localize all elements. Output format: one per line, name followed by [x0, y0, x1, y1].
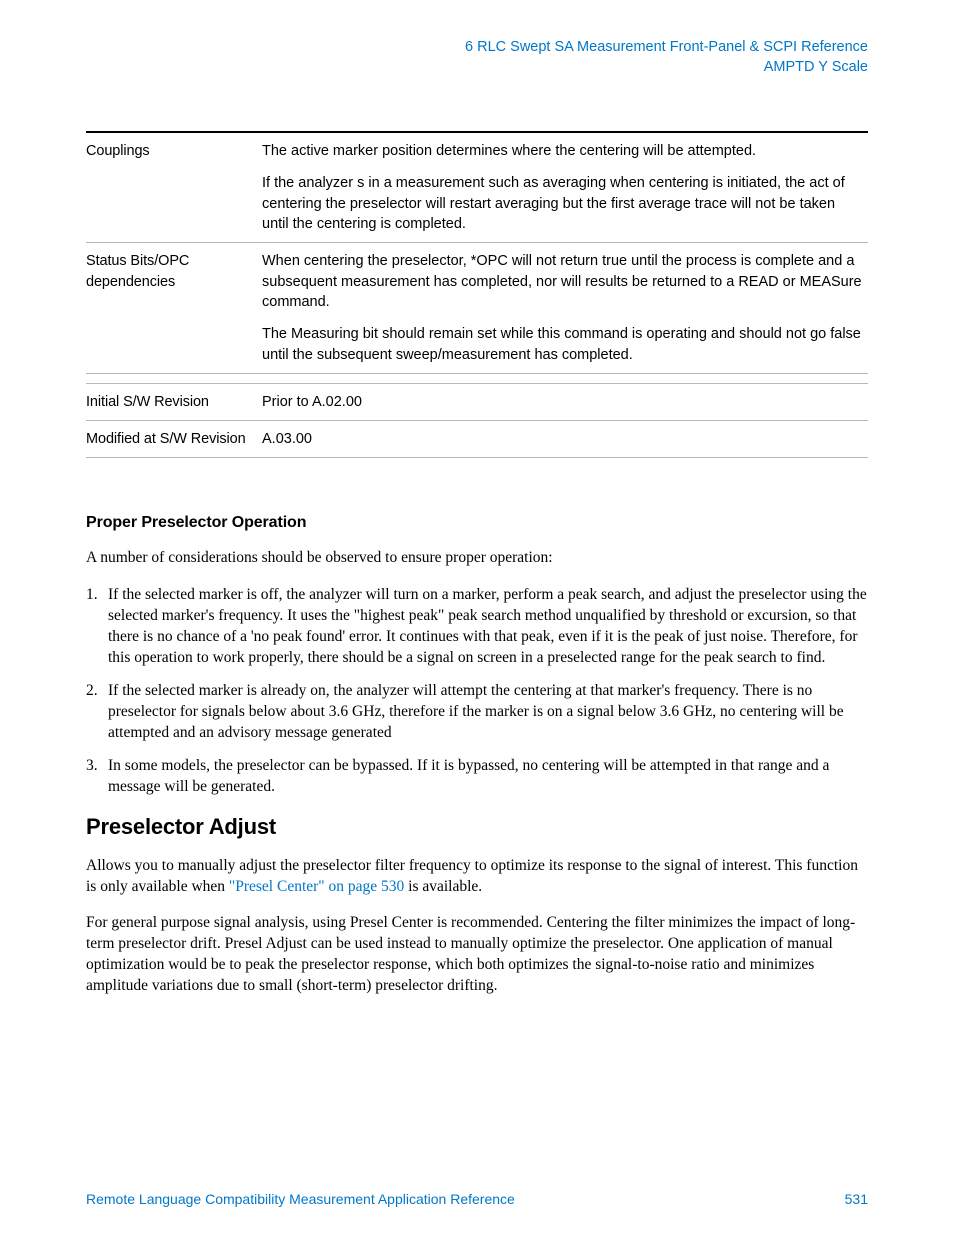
parameter-table: CouplingsThe active marker position dete…	[86, 131, 868, 458]
value-paragraph: Prior to A.02.00	[262, 392, 862, 412]
paragraph: Allows you to manually adjust the presel…	[86, 856, 868, 898]
page: 6 RLC Swept SA Measurement Front-Panel &…	[0, 0, 954, 1235]
row-value: When centering the preselector, *OPC wil…	[262, 243, 868, 373]
footer-page-number: 531	[845, 1191, 868, 1207]
section-heading: Preselector Adjust	[86, 814, 868, 840]
value-paragraph: The active marker position determines wh…	[262, 141, 862, 161]
row-value: Prior to A.02.00	[262, 383, 868, 420]
intro-paragraph: A number of considerations should be obs…	[86, 548, 868, 569]
value-paragraph: When centering the preselector, *OPC wil…	[262, 251, 862, 312]
list-text: If the selected marker is already on, th…	[108, 681, 868, 744]
header-section: AMPTD Y Scale	[86, 58, 868, 78]
value-paragraph: If the analyzer s in a measurement such …	[262, 173, 862, 234]
subsection-heading: Proper Preselector Operation	[86, 514, 868, 532]
value-paragraph: A.03.00	[262, 429, 862, 449]
table-row: Modified at S/W RevisionA.03.00	[86, 421, 868, 458]
row-label: Couplings	[86, 132, 262, 243]
list-item: 3.In some models, the preselector can be…	[86, 756, 868, 798]
parameter-table-body: CouplingsThe active marker position dete…	[86, 132, 868, 458]
list-number: 3.	[86, 756, 108, 798]
table-row: CouplingsThe active marker position dete…	[86, 132, 868, 243]
table-row	[86, 373, 868, 383]
footer-title: Remote Language Compatibility Measuremen…	[86, 1191, 515, 1207]
row-label: Initial S/W Revision	[86, 383, 262, 420]
table-row: Status Bits/OPC dependenciesWhen centeri…	[86, 243, 868, 373]
list-item: 2.If the selected marker is already on, …	[86, 681, 868, 744]
list-number: 2.	[86, 681, 108, 744]
section-proper-preselector: Proper Preselector Operation A number of…	[86, 458, 868, 997]
text-run: is available.	[404, 878, 482, 895]
table-row: Initial S/W RevisionPrior to A.02.00	[86, 383, 868, 420]
header-chapter: 6 RLC Swept SA Measurement Front-Panel &…	[86, 38, 868, 58]
cross-reference-link[interactable]: "Presel Center" on page 530	[229, 878, 404, 895]
row-value: The active marker position determines wh…	[262, 132, 868, 243]
row-label: Modified at S/W Revision	[86, 421, 262, 458]
list-item: 1.If the selected marker is off, the ana…	[86, 585, 868, 669]
list-text: If the selected marker is off, the analy…	[108, 585, 868, 669]
list-number: 1.	[86, 585, 108, 669]
spacer-cell	[86, 373, 868, 383]
value-paragraph: The Measuring bit should remain set whil…	[262, 324, 862, 365]
page-header: 6 RLC Swept SA Measurement Front-Panel &…	[86, 38, 868, 77]
row-label: Status Bits/OPC dependencies	[86, 243, 262, 373]
paragraph: For general purpose signal analysis, usi…	[86, 913, 868, 997]
list-text: In some models, the preselector can be b…	[108, 756, 868, 798]
row-value: A.03.00	[262, 421, 868, 458]
numbered-list: 1.If the selected marker is off, the ana…	[86, 585, 868, 797]
page-footer: Remote Language Compatibility Measuremen…	[86, 1191, 868, 1207]
